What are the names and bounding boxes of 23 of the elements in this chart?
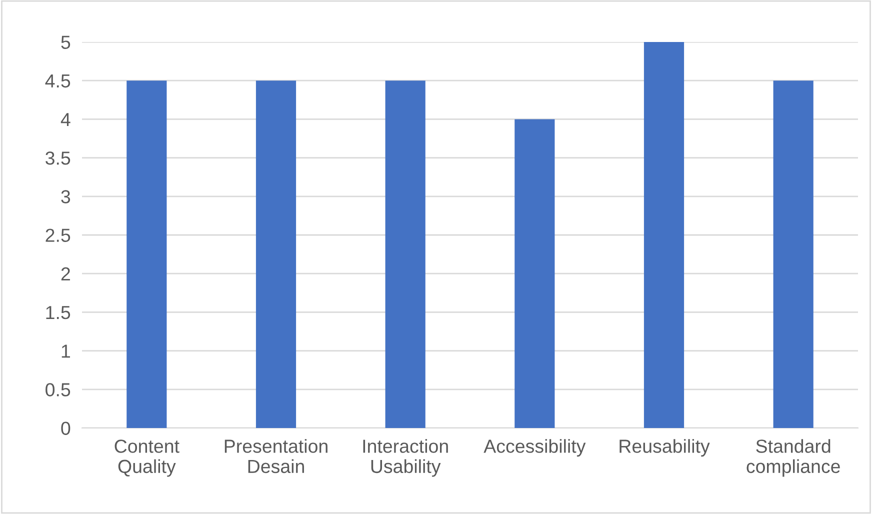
y-tick-label: 4.5 [45,74,70,88]
y-tick-label: 1 [62,344,70,358]
bar [773,80,814,428]
x-tick-label: Accessibility [484,439,586,457]
x-tick-label: Reusability [620,439,710,457]
y-tick-label: 0 [61,422,70,435]
bar [126,80,167,428]
y-tick-label: 2.5 [46,228,70,242]
bar [385,80,426,428]
x-tick-label: Standard compliance [746,439,840,477]
x-tick-label: Interaction Usability [363,439,448,477]
x-tick-label: Content Quality [114,440,180,477]
y-tick-label: 5 [61,36,70,49]
y-tick-label: 4 [60,113,70,126]
y-tick-label: 1.5 [46,306,70,320]
bar [514,119,555,428]
y-tick-label: 2 [61,267,70,280]
x-tick-label: Presentation Desain [224,439,328,474]
y-tick-label: 3.5 [46,152,70,165]
y-tick-label: 0.5 [46,383,70,396]
bar [644,42,684,428]
bar [256,80,296,428]
y-tick-label: 3 [61,190,70,204]
